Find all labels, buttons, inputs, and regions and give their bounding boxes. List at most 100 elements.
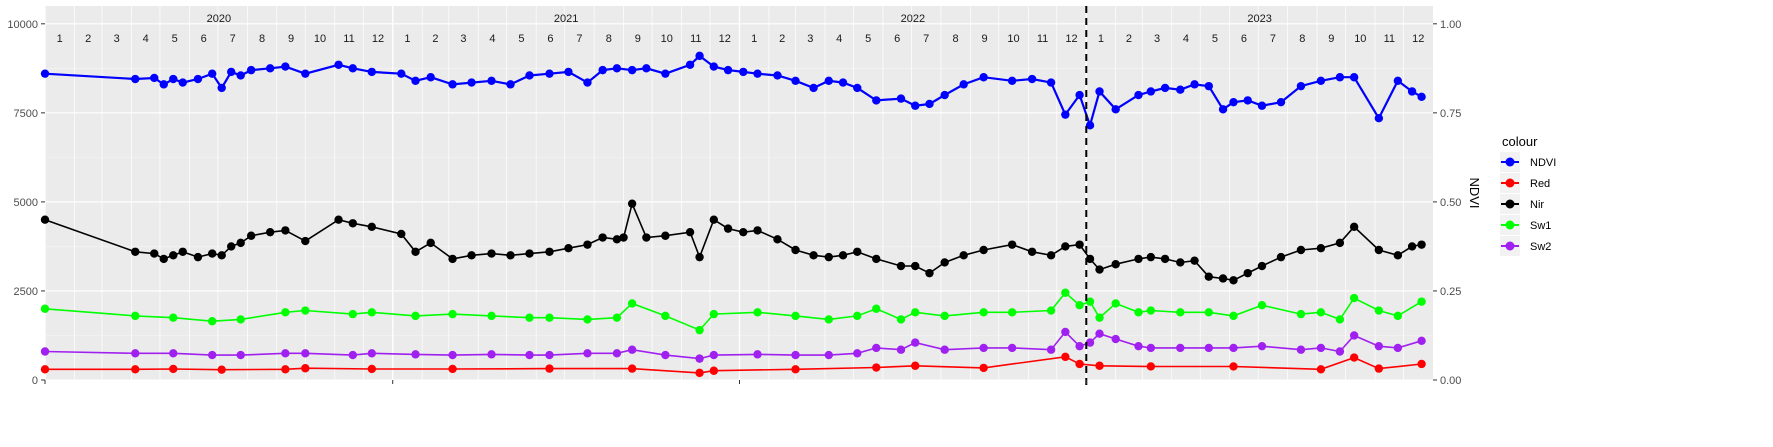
data-point-ndvi: [1111, 105, 1120, 114]
data-point-sw1: [627, 299, 637, 308]
month-label: 3: [1154, 33, 1160, 45]
data-point-sw1: [1095, 313, 1104, 322]
legend-label-sw1: Sw1: [1530, 220, 1551, 232]
data-point-sw1: [612, 313, 622, 322]
data-point-ndvi: [896, 94, 906, 103]
y2-tick-label: 0.25: [1440, 286, 1461, 298]
data-point-nir: [695, 252, 704, 262]
data-point-sw2: [1046, 345, 1056, 354]
legend-key-point: [1505, 199, 1515, 209]
data-point-sw2: [487, 350, 496, 359]
data-point-red: [911, 361, 920, 370]
data-point-ndvi: [1393, 76, 1403, 86]
data-point-red: [169, 364, 178, 374]
data-point-nir: [773, 235, 782, 244]
data-point-sw1: [940, 311, 949, 321]
data-point-ndvi: [227, 67, 236, 77]
data-point-red: [1229, 362, 1238, 371]
month-label: 5: [518, 33, 524, 45]
legend-key-point: [1505, 157, 1515, 167]
data-point-ndvi: [911, 101, 920, 110]
data-point-sw2: [1075, 341, 1084, 351]
data-point-red: [1374, 364, 1384, 373]
data-point-sw1: [896, 315, 906, 324]
data-point-sw1: [448, 309, 457, 319]
month-label: 12: [1065, 33, 1077, 45]
data-point-nir: [979, 245, 988, 255]
data-point-sw1: [348, 309, 358, 319]
data-point-sw1: [1075, 301, 1084, 310]
data-point-sw2: [1316, 343, 1326, 353]
data-point-sw1: [1061, 288, 1070, 297]
data-point-ndvi: [397, 69, 406, 78]
month-label: 7: [576, 33, 582, 45]
data-point-ndvi: [959, 80, 968, 89]
data-point-sw2: [1335, 347, 1345, 356]
month-label: 6: [201, 33, 207, 45]
data-point-nir: [367, 222, 377, 232]
month-label: 11: [690, 33, 701, 45]
data-point-sw1: [1257, 301, 1267, 310]
month-label: 1: [1098, 33, 1104, 45]
data-point-ndvi: [159, 80, 168, 89]
data-point-sw1: [1007, 308, 1017, 317]
data-point-ndvi: [1218, 105, 1228, 114]
data-point-sw2: [896, 345, 906, 354]
month-label: 3: [807, 33, 813, 45]
data-point-red: [1061, 352, 1070, 362]
data-point-ndvi: [1085, 121, 1095, 130]
legend-label-nir: Nir: [1530, 199, 1544, 211]
month-label: 12: [372, 33, 384, 45]
data-point-nir: [487, 249, 496, 258]
data-point-sw2: [1417, 336, 1426, 346]
data-point-nir: [236, 238, 245, 248]
month-label: 11: [343, 33, 354, 45]
data-point-nir: [1027, 247, 1037, 256]
data-point-sw1: [1349, 293, 1359, 303]
data-point-sw1: [1085, 297, 1095, 306]
data-point-nir: [246, 231, 256, 240]
month-label: 2: [1126, 33, 1132, 45]
data-point-sw2: [1374, 341, 1384, 351]
data-point-sw1: [281, 308, 290, 317]
data-point-ndvi: [1407, 87, 1417, 96]
data-point-sw1: [824, 315, 833, 324]
data-point-nir: [612, 235, 622, 244]
data-point-ndvi: [487, 76, 496, 86]
data-point-ndvi: [1160, 83, 1170, 93]
data-point-ndvi: [739, 67, 748, 77]
data-point-ndvi: [467, 78, 476, 87]
data-point-nir: [506, 251, 515, 260]
data-point-ndvi: [1027, 74, 1037, 84]
data-point-nir: [208, 249, 217, 258]
data-point-nir: [564, 244, 573, 253]
y-tick-label: 0: [32, 375, 38, 387]
month-label: 8: [606, 33, 612, 45]
data-point-sw1: [1335, 315, 1345, 324]
y-tick-label: 10000: [7, 19, 38, 31]
data-point-sw2: [1111, 334, 1120, 344]
data-point-nir: [281, 226, 290, 235]
data-point-sw1: [695, 325, 704, 335]
data-point-nir: [397, 229, 406, 239]
data-point-ndvi: [1257, 101, 1267, 110]
data-point-nir: [619, 233, 628, 242]
data-point-nir: [940, 258, 949, 267]
data-point-nir: [598, 233, 607, 242]
data-point-nir: [1007, 240, 1017, 249]
data-point-nir: [1257, 261, 1267, 271]
data-point-nir: [334, 215, 343, 224]
data-point-red: [872, 363, 881, 372]
data-point-sw1: [1111, 299, 1120, 308]
data-point-sw1: [1146, 306, 1156, 315]
data-point-ndvi: [301, 69, 310, 78]
data-point-nir: [791, 245, 800, 255]
data-point-ndvi: [1276, 97, 1286, 107]
data-point-ndvi: [411, 76, 420, 86]
data-point-nir: [1417, 240, 1426, 249]
data-point-nir: [348, 219, 358, 228]
data-point-sw2: [301, 349, 310, 358]
data-point-sw2: [208, 350, 217, 360]
data-point-sw2: [911, 338, 920, 347]
data-point-ndvi: [1204, 81, 1213, 91]
